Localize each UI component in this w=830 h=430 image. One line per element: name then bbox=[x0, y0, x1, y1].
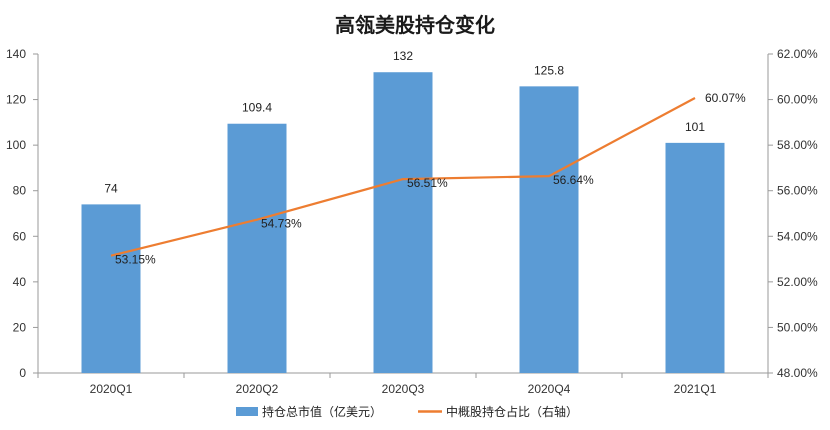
bar-value-label: 101 bbox=[685, 120, 705, 134]
data-labels: 74 109.4 132 125.8 101 53.15% 54.73% 56.51% 56.6… bbox=[104, 49, 746, 266]
y-right-tick-label: 54.00% bbox=[777, 229, 818, 243]
bar-series bbox=[81, 72, 725, 373]
line-value-label: 56.64% bbox=[553, 173, 594, 187]
y-right-tick-label: 48.00% bbox=[777, 366, 818, 380]
x-tick-label: 2020Q3 bbox=[382, 382, 425, 396]
x-tick-label: 2020Q4 bbox=[528, 382, 571, 396]
x-tick-label: 2020Q1 bbox=[90, 382, 133, 396]
y-left-tick-label: 140 bbox=[6, 47, 26, 61]
y-left-tick-label: 60 bbox=[13, 229, 27, 243]
y-right-tick-label: 60.00% bbox=[777, 93, 818, 107]
line-value-label: 60.07% bbox=[705, 91, 746, 105]
line-value-label: 53.15% bbox=[115, 253, 156, 267]
line-value-label: 54.73% bbox=[261, 217, 302, 231]
x-tick-label: 2021Q1 bbox=[674, 382, 717, 396]
y-left-tick-label: 120 bbox=[6, 93, 26, 107]
legend-label-line: 中概股持仓占比（右轴） bbox=[446, 404, 578, 419]
x-tick-label: 2020Q2 bbox=[236, 382, 279, 396]
axes: 0 20 40 60 80 100 120 140 48.00% 50.00% 52.00% 54.0… bbox=[6, 47, 818, 396]
bar-value-label: 74 bbox=[104, 181, 118, 195]
y-right-tick-label: 56.00% bbox=[777, 184, 818, 198]
y-right-tick-label: 50.00% bbox=[777, 320, 818, 334]
y-left-tick-label: 0 bbox=[19, 366, 26, 380]
y-left-tick-label: 20 bbox=[13, 320, 27, 334]
line-series bbox=[110, 97, 696, 257]
line-path bbox=[110, 97, 696, 257]
bar-value-label: 132 bbox=[393, 49, 413, 63]
legend-label-bar: 持仓总市值（亿美元） bbox=[262, 404, 382, 419]
y-right-tick-label: 52.00% bbox=[777, 275, 818, 289]
legend-swatch-bar bbox=[236, 407, 258, 416]
y-left-tick-label: 40 bbox=[13, 275, 27, 289]
bar bbox=[519, 86, 579, 373]
legend: 持仓总市值（亿美元） 中概股持仓占比（右轴） bbox=[236, 404, 578, 419]
bar-value-label: 125.8 bbox=[534, 63, 564, 77]
bar-value-label: 109.4 bbox=[242, 101, 272, 115]
chart-title: 高瓴美股持仓变化 bbox=[335, 13, 495, 37]
bar bbox=[227, 123, 287, 373]
bar bbox=[665, 142, 725, 373]
line-value-label: 56.51% bbox=[407, 176, 448, 190]
y-right-tick-label: 58.00% bbox=[777, 138, 818, 152]
bar bbox=[81, 204, 141, 373]
bar bbox=[373, 72, 433, 373]
y-left-tick-label: 80 bbox=[13, 184, 27, 198]
y-left-tick-label: 100 bbox=[6, 138, 26, 152]
y-right-tick-label: 62.00% bbox=[777, 47, 818, 61]
